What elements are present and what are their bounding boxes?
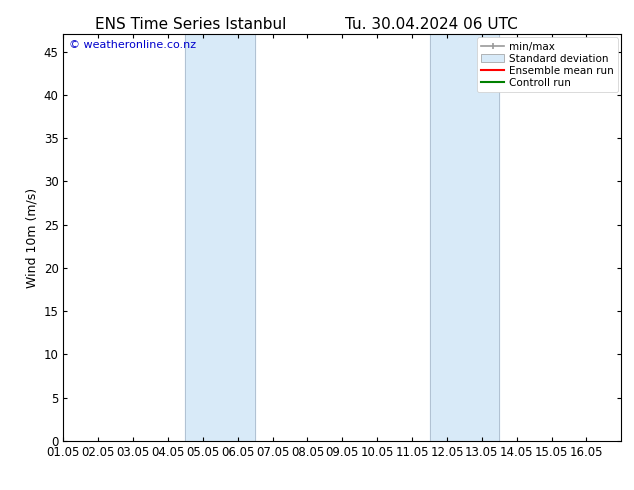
Text: ENS Time Series Istanbul: ENS Time Series Istanbul <box>94 17 286 32</box>
Bar <box>429 34 500 441</box>
Legend: min/max, Standard deviation, Ensemble mean run, Controll run: min/max, Standard deviation, Ensemble me… <box>477 37 618 92</box>
Bar <box>185 34 255 441</box>
Text: Tu. 30.04.2024 06 UTC: Tu. 30.04.2024 06 UTC <box>345 17 517 32</box>
Text: © weatheronline.co.nz: © weatheronline.co.nz <box>69 40 196 50</box>
Y-axis label: Wind 10m (m/s): Wind 10m (m/s) <box>25 188 38 288</box>
